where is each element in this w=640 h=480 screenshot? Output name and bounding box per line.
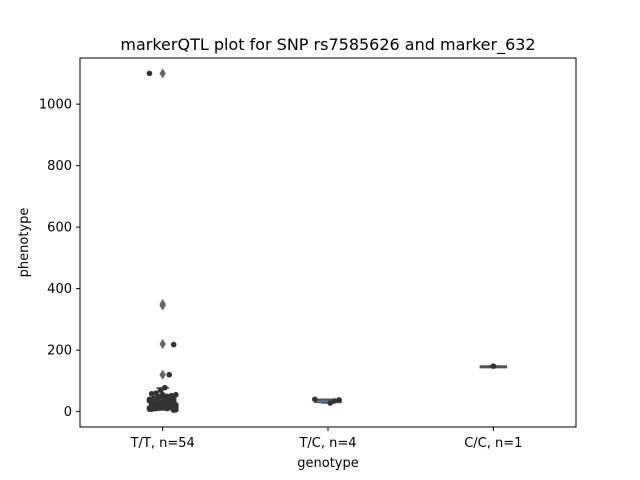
- x-axis: T/T, n=54 T/C, n=4 C/C, n=1: [130, 427, 522, 451]
- data-point: [170, 406, 177, 412]
- y-tick-label: 600: [47, 221, 72, 236]
- outlier-marker: [159, 68, 166, 79]
- data-point: [148, 390, 155, 397]
- outlier-marker: [159, 300, 166, 311]
- y-tick-label: 0: [64, 405, 72, 420]
- data-point: [168, 396, 175, 403]
- data-point: [173, 391, 179, 398]
- plot-frame: [79, 57, 577, 428]
- data-point: [490, 363, 497, 369]
- x-tick-label: C/C, n=1: [464, 436, 522, 451]
- chart-title: markerQTL plot for SNP rs7585626 and mar…: [120, 35, 535, 55]
- data-point: [155, 393, 162, 400]
- data-point: [146, 405, 153, 411]
- data-point: [170, 341, 177, 348]
- data-point: [151, 403, 157, 410]
- data-point: [159, 400, 166, 407]
- data-point: [151, 395, 157, 402]
- outlier-marker: [159, 338, 166, 349]
- data-point: [336, 397, 342, 403]
- y-axis: 0 200 400 600 800 1000: [39, 98, 80, 420]
- data-point: [146, 398, 153, 404]
- y-tick-label: 200: [47, 344, 72, 359]
- data-point: [157, 387, 164, 393]
- data-point: [166, 371, 173, 378]
- data-point: [159, 391, 166, 398]
- y-tick-label: 800: [47, 159, 72, 174]
- y-tick-label: 1000: [39, 98, 72, 113]
- data-point: [146, 70, 153, 77]
- data-point: [164, 398, 170, 405]
- data-point: [312, 396, 318, 403]
- data-point: [162, 384, 168, 391]
- data-point: [327, 400, 334, 406]
- x-tick-label: T/T, n=54: [130, 436, 195, 451]
- y-tick-label: 400: [47, 282, 72, 297]
- plot-marks: [146, 68, 508, 413]
- data-point: [331, 398, 338, 404]
- outlier-marker: [159, 369, 166, 380]
- x-axis-label: genotype: [297, 456, 358, 471]
- x-tick-label: T/C, n=4: [298, 436, 356, 451]
- data-point: [155, 402, 162, 409]
- y-axis-label: phenotype: [17, 208, 32, 278]
